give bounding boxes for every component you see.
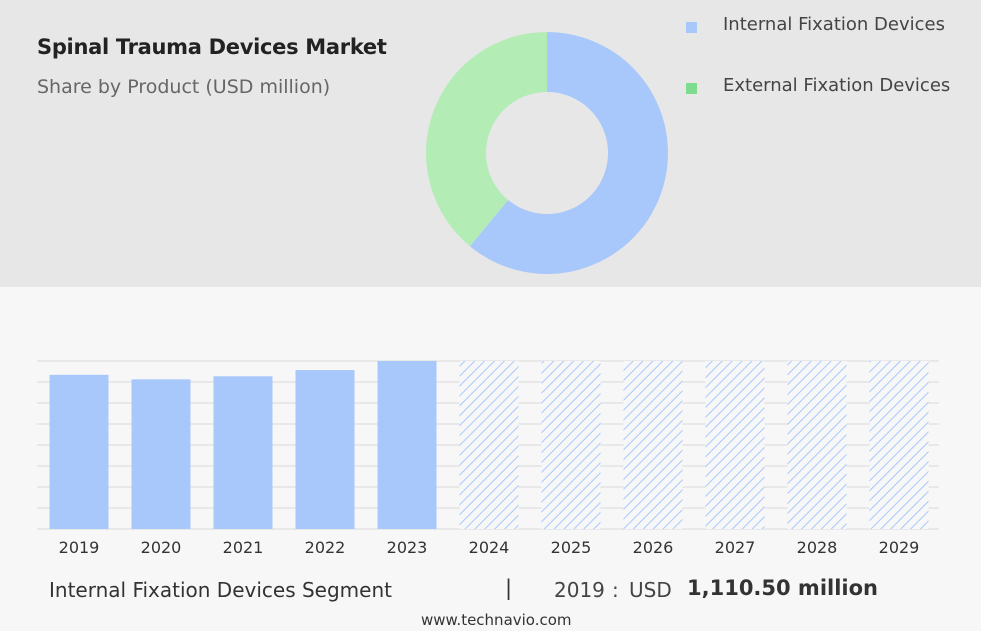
x-tick-label: 2026 xyxy=(633,538,674,557)
x-tick-label: 2028 xyxy=(797,538,838,557)
forecast-bar-2024 xyxy=(459,361,519,529)
bar-2020 xyxy=(131,379,191,529)
chart-title: Spinal Trauma Devices Market xyxy=(37,35,387,59)
footer-currency: USD xyxy=(629,578,672,602)
forecast-bar-2026 xyxy=(623,361,683,529)
forecast-bar-2028 xyxy=(787,361,847,529)
donut-slice-external xyxy=(426,32,547,247)
x-tick-label: 2029 xyxy=(879,538,920,557)
bar-2021 xyxy=(213,376,273,529)
x-tick-label: 2024 xyxy=(469,538,510,557)
x-tick-label: 2021 xyxy=(223,538,264,557)
bar-2019 xyxy=(49,374,109,529)
footer-colon: : xyxy=(612,578,619,602)
forecast-bar-2027 xyxy=(705,361,765,529)
x-tick-label: 2023 xyxy=(387,538,428,557)
footer-separator: | xyxy=(505,576,513,600)
footer-segment-label: Internal Fixation Devices Segment xyxy=(49,578,392,602)
legend-label-internal: Internal Fixation Devices xyxy=(723,14,945,35)
donut-slice-internal xyxy=(469,32,668,274)
chart-subtitle: Share by Product (USD million) xyxy=(37,76,331,98)
donut-chart xyxy=(426,32,668,274)
x-tick-label: 2025 xyxy=(551,538,592,557)
legend-swatch-external xyxy=(686,83,697,94)
x-tick-label: 2019 xyxy=(59,538,100,557)
footer-year: 2019 xyxy=(554,578,605,602)
forecast-bar-2025 xyxy=(541,361,601,529)
footer-value: 1,110.50 million xyxy=(687,576,878,600)
source-link[interactable]: www.technavio.com xyxy=(421,611,572,629)
legend-label-external: External Fixation Devices xyxy=(723,75,951,96)
bar-2023 xyxy=(377,361,437,529)
x-tick-label: 2022 xyxy=(305,538,346,557)
x-tick-label: 2020 xyxy=(141,538,182,557)
legend-swatch-internal xyxy=(686,22,697,33)
x-tick-label: 2027 xyxy=(715,538,756,557)
bar-2022 xyxy=(295,370,355,529)
bar-chart: 2019 2020 2021 2022 2023 2024 2025 2026 2027 2028… xyxy=(37,360,939,557)
forecast-bar-2029 xyxy=(869,361,929,529)
